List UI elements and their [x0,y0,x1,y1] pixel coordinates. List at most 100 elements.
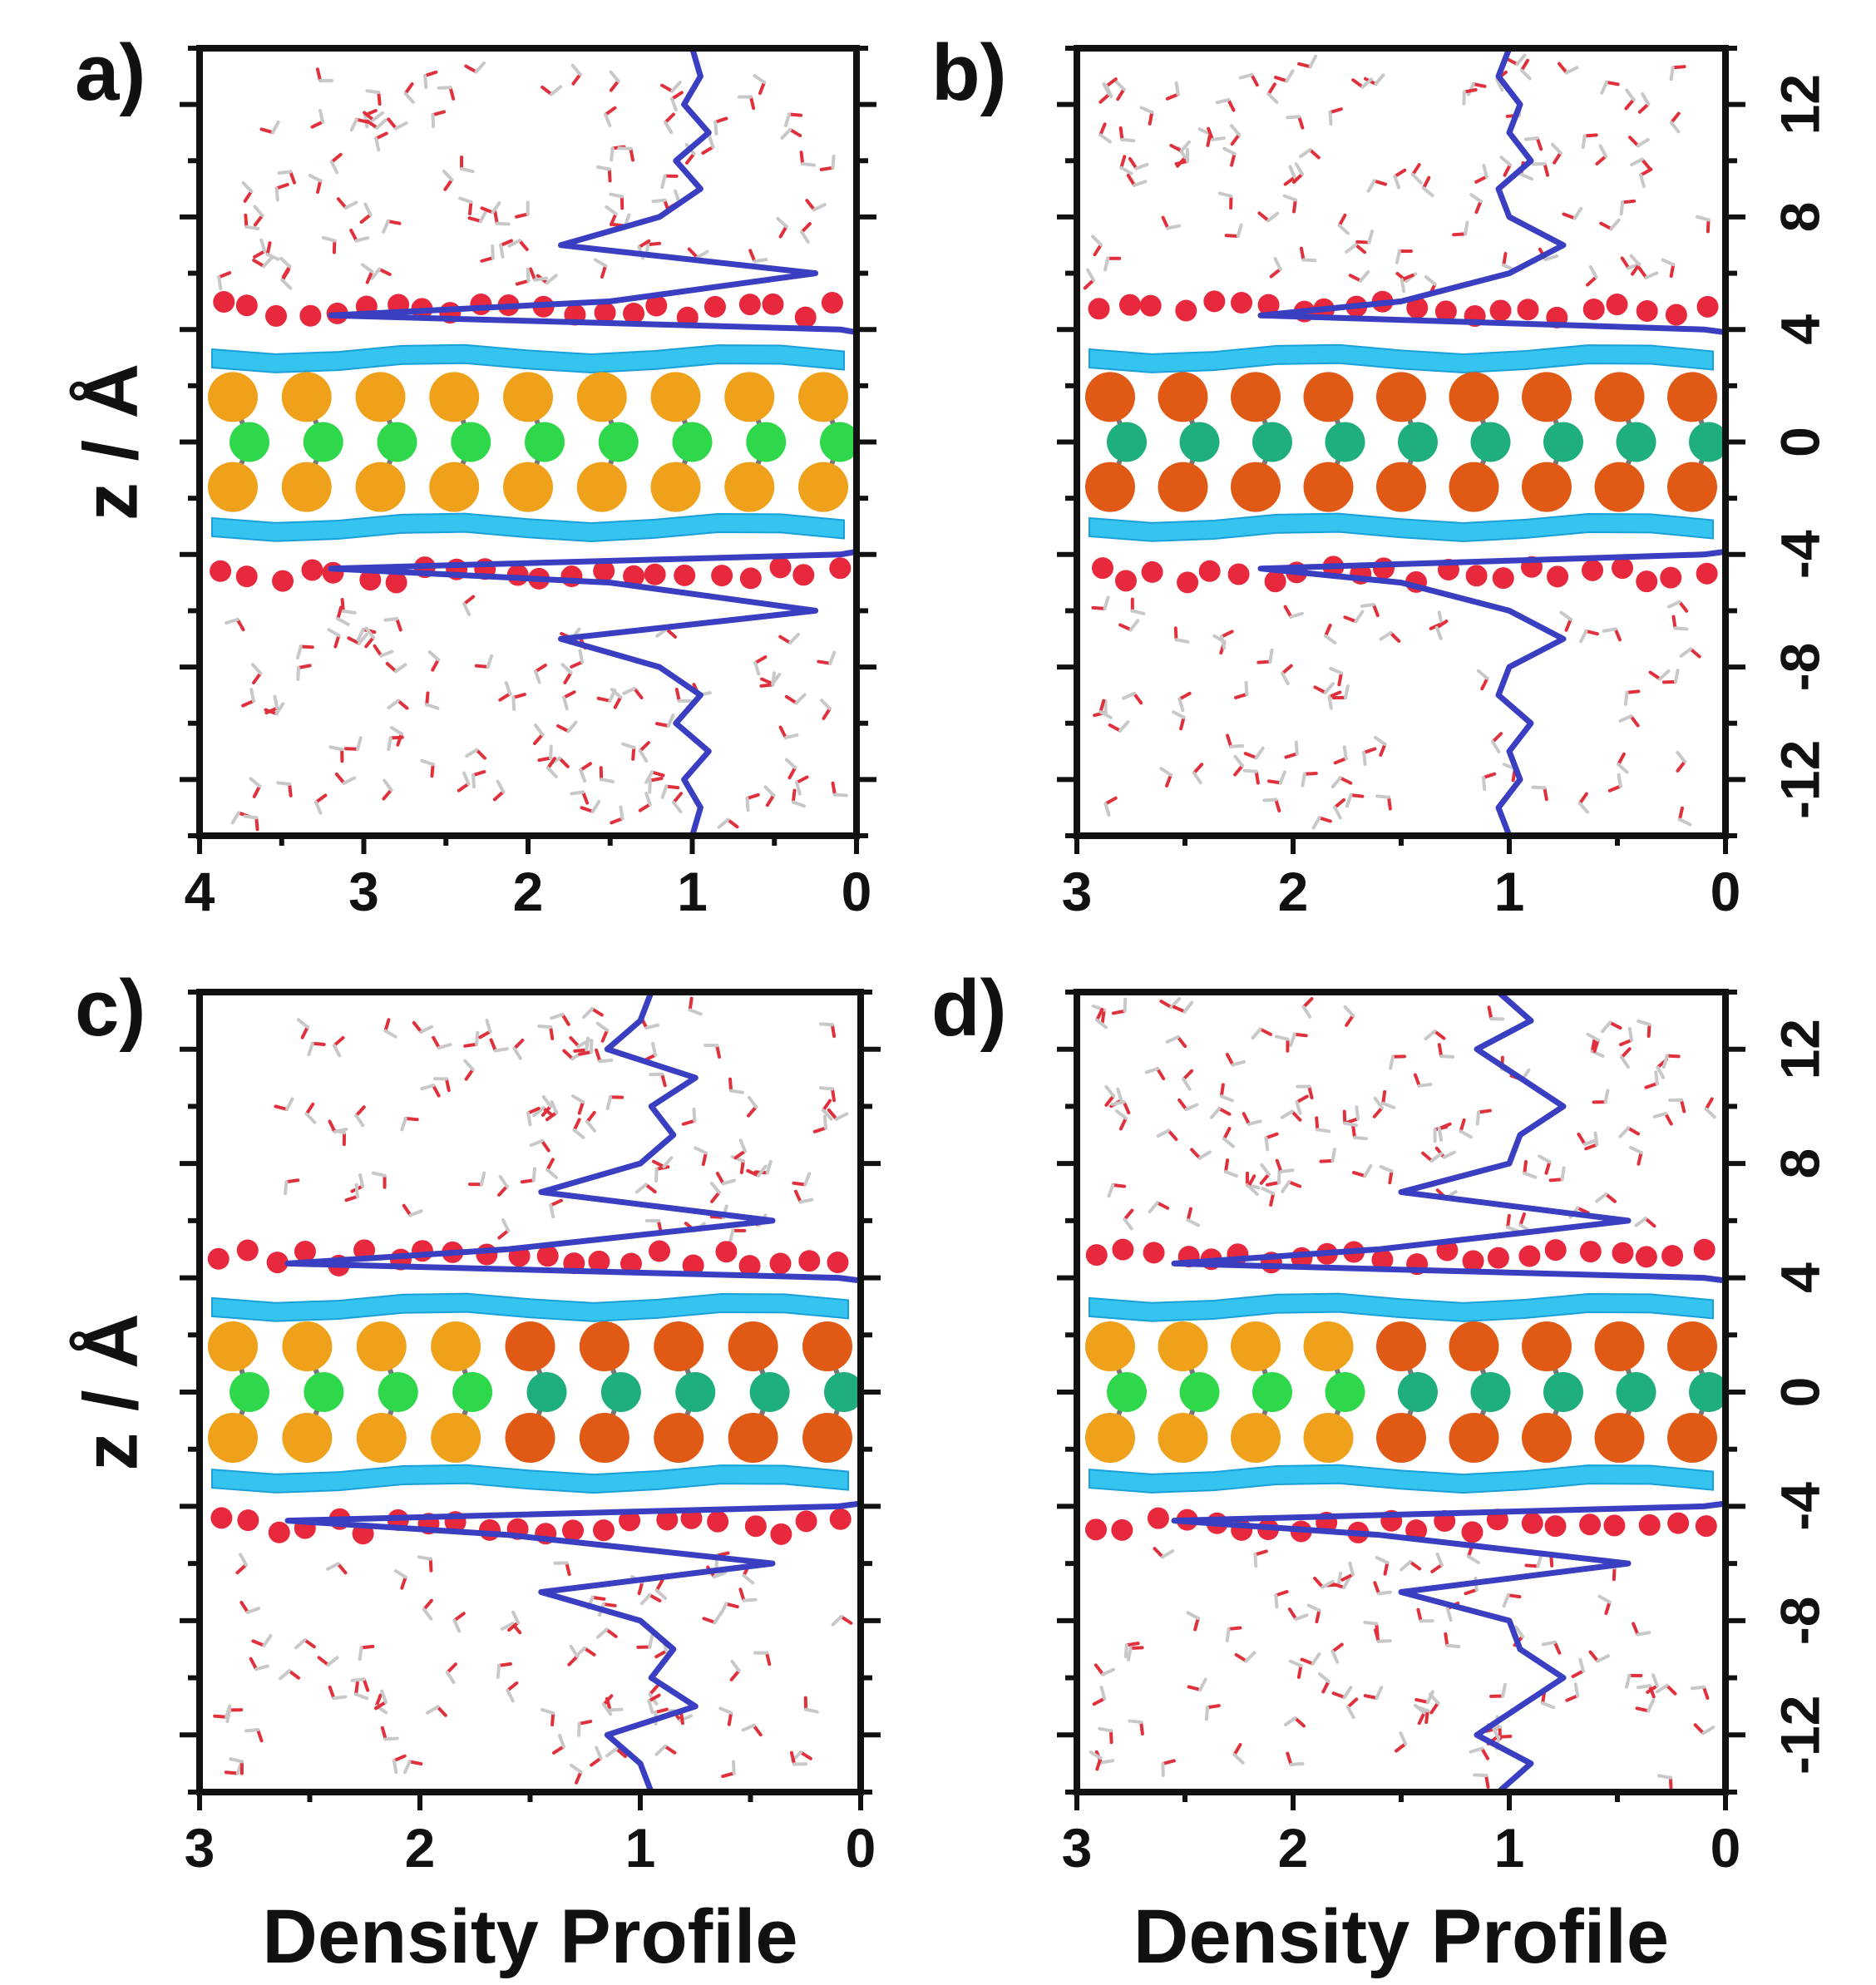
water-bond [1596,1654,1610,1663]
water-bond [1619,1038,1634,1047]
panel-b: 3 2 1 0 -12 -8 -4 0 4 8 12 b) [931,28,1830,922]
water-bond [799,151,805,166]
water-bond [1123,1217,1133,1231]
interface-oxygen [476,1243,498,1266]
chalcogen-atom [1085,372,1135,422]
interface-oxygen [827,1252,849,1274]
water-bond [1174,638,1190,644]
water-bond [608,1707,624,1712]
water-bond [392,1759,398,1774]
water-bond [1285,69,1295,83]
water-bond [1166,224,1182,230]
water-bond [1266,82,1276,96]
water-bond [590,1595,606,1601]
water-bond [213,1714,229,1719]
interface-oxygen [322,561,344,584]
water-bond [225,617,239,625]
water-bond [741,1723,756,1732]
interface-oxygen [715,1241,738,1263]
interface-oxygen [265,304,288,327]
water-bond [1253,1549,1268,1557]
water-bond [1706,218,1711,234]
water-bond [1679,1098,1686,1113]
water-bond [822,1114,828,1130]
chalcogen-atom [503,372,553,422]
water-bond [1429,1152,1444,1163]
water-bond [1564,617,1572,632]
water-bond [1632,1622,1640,1637]
water-bond [1499,156,1512,167]
water-bond [1148,111,1154,126]
water-bond [1381,1089,1387,1105]
water-bond [579,768,587,783]
water-bond [363,111,375,122]
water-bond [638,748,649,763]
water-bond [1501,1682,1507,1698]
metal-atom [600,1372,641,1412]
water-bond [1626,1126,1641,1136]
interface-oxygen [623,302,645,324]
interface-oxygen [1231,292,1253,314]
water-bond [752,1723,763,1737]
water-bond [254,1664,269,1671]
water-bond [1086,268,1096,282]
water-bond [403,82,414,96]
chalcogen-atom [1085,1321,1135,1372]
water-bond [1375,1556,1390,1565]
water-bond [1617,752,1626,767]
water-bond [822,707,832,720]
water-bond [364,635,376,649]
water-bond [1577,802,1590,814]
water-bond [560,1012,570,1026]
water-bond [780,127,792,140]
water-bond [408,1209,423,1217]
water-bond [403,91,415,104]
interface-oxygen [266,1252,289,1274]
water-bond [710,1190,721,1203]
water-bond [1597,1594,1612,1604]
water-bond [1673,626,1689,631]
water-bond [1244,1651,1256,1663]
water-bond [1491,740,1501,754]
water-bond [1400,273,1414,282]
metal-atom [746,422,787,462]
water-bond [1677,600,1689,613]
water-bond [1544,1160,1552,1175]
water-bond [431,1084,441,1098]
water-bond [1395,1742,1408,1753]
interface-oxygen [1372,557,1395,580]
water-bond [541,85,554,96]
water-bond [805,199,817,212]
metal-atom [749,1372,790,1412]
water-bond [1165,773,1172,788]
water-bond [310,120,325,129]
water-bond [1656,1065,1666,1079]
water-bond [1541,1701,1556,1710]
water-bond [695,249,709,259]
water-bond [1324,634,1337,645]
water-bond [651,1159,666,1168]
water-bond [541,1106,555,1118]
water-bond [1421,186,1434,198]
water-bond [1219,1094,1234,1103]
water-bond [787,112,803,117]
water-bond [759,683,775,688]
water-bond [1355,1105,1360,1121]
interface-oxygen [411,1240,433,1262]
water-bond [1122,1100,1131,1115]
water-bond [1280,1109,1294,1119]
interface-oxygen [1085,1244,1108,1267]
water-bond [235,617,245,632]
water-bond [622,686,636,695]
water-bond [264,706,279,715]
chalcogen-atom [1303,1412,1354,1463]
water-bond [1192,771,1202,785]
interface-oxygen [795,1510,817,1533]
water-bond [1233,754,1244,768]
water-bond [610,146,615,162]
water-bond [572,1118,581,1132]
water-bond [448,86,456,101]
y-tick-label: 12 [1769,74,1830,135]
water-bond [664,627,678,639]
water-bond [663,1744,677,1755]
